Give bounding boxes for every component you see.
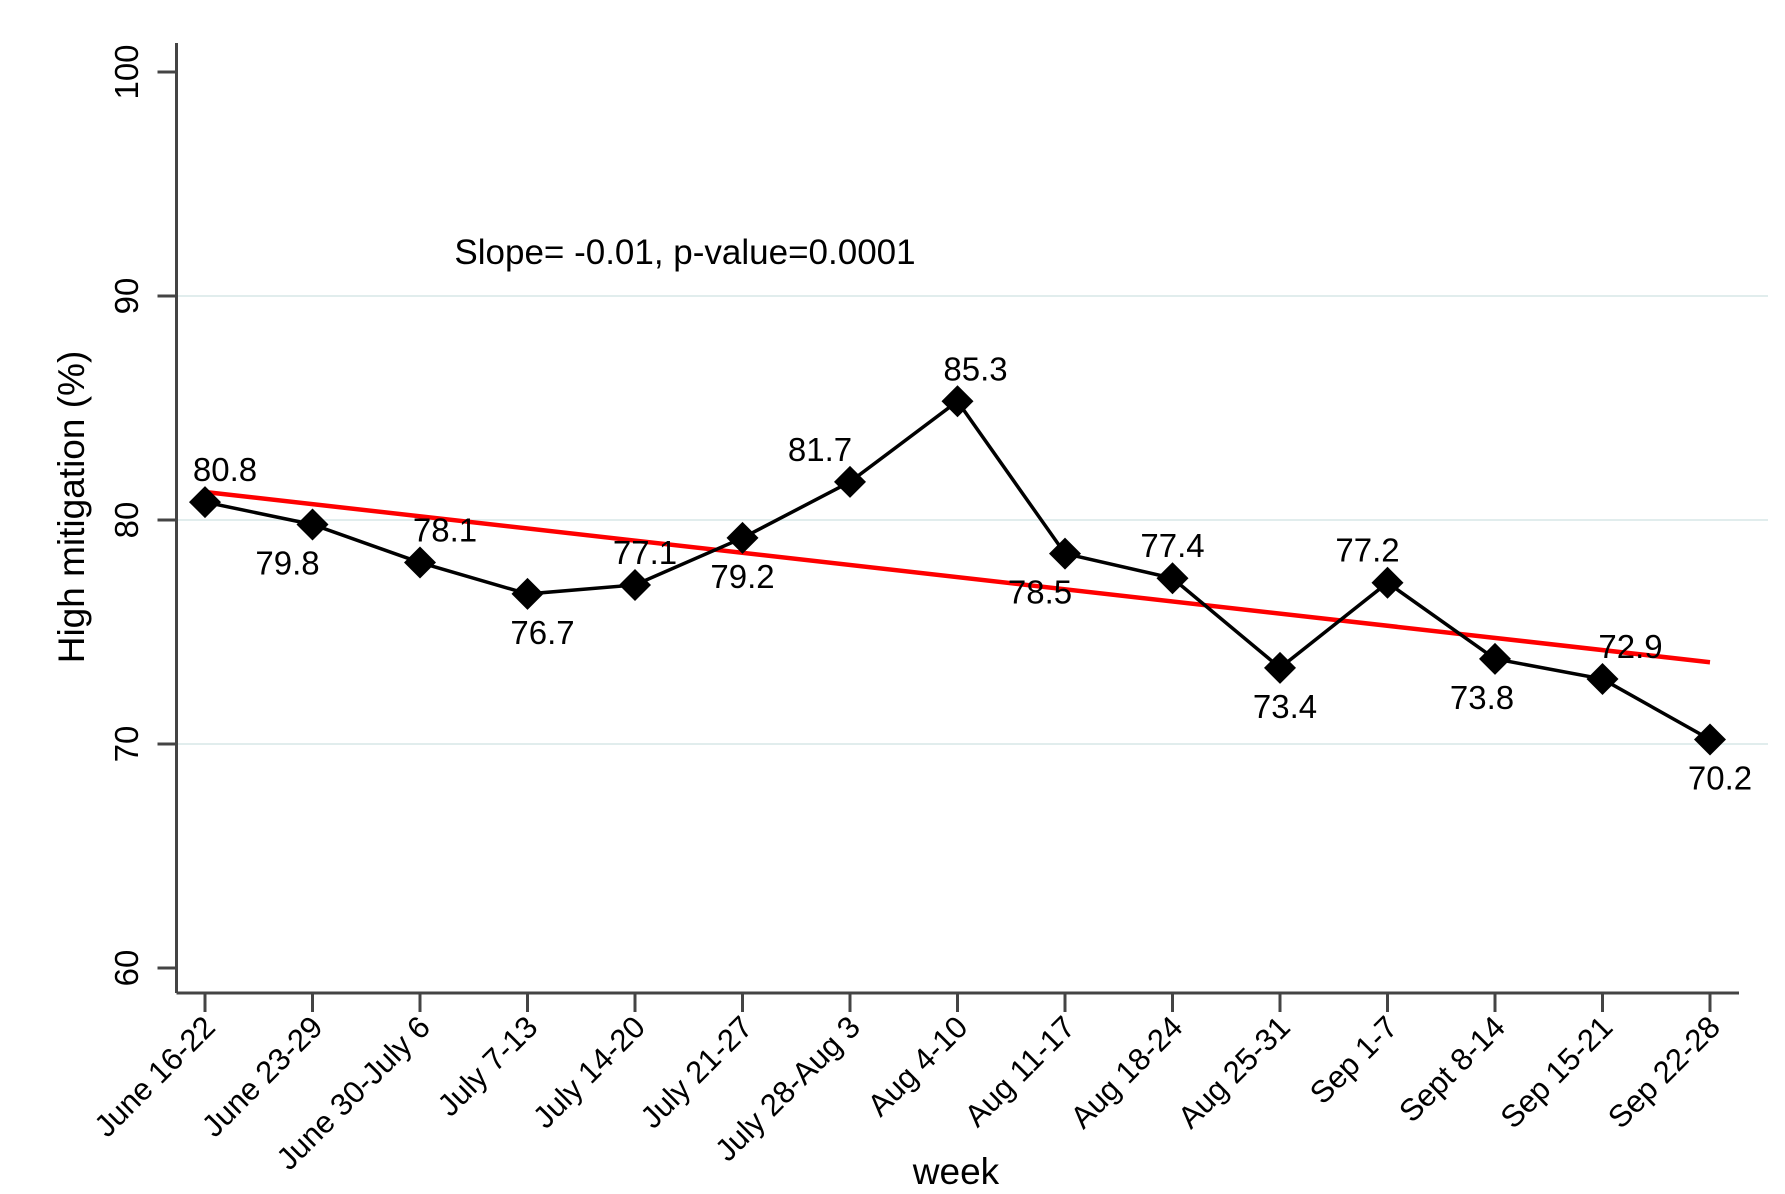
- data-point-label: 76.7: [510, 614, 574, 651]
- data-point-label: 79.8: [255, 544, 319, 581]
- data-point-marker: [1371, 566, 1404, 599]
- data-point-label: 79.2: [710, 558, 774, 595]
- y-tick-label: 70: [108, 726, 145, 763]
- data-point-label: 70.2: [1688, 760, 1752, 797]
- data-point-marker: [1156, 562, 1189, 595]
- y-axis-title: High mitigation (%): [51, 350, 92, 664]
- y-tick-label: 60: [108, 950, 145, 987]
- data-point-marker: [726, 521, 759, 554]
- x-axis-title: week: [912, 1151, 1000, 1192]
- slope-annotation: Slope= -0.01, p-value=0.0001: [454, 233, 916, 272]
- data-point-label: 73.4: [1253, 688, 1317, 725]
- data-point-marker: [1586, 663, 1619, 696]
- y-tick-label: 90: [108, 278, 145, 315]
- data-point-marker: [189, 486, 221, 519]
- x-tick-label: Aug 11-17: [958, 1009, 1082, 1133]
- data-point-marker: [511, 577, 544, 610]
- data-point-label: 73.8: [1450, 679, 1514, 716]
- y-tick-label: 100: [108, 44, 145, 99]
- data-point-label: 72.9: [1598, 628, 1662, 665]
- data-point-marker: [1264, 651, 1296, 684]
- data-point-marker: [296, 508, 329, 541]
- data-point-label: 81.7: [788, 431, 852, 468]
- data-point-label: 77.2: [1335, 532, 1399, 569]
- data-point-label: 78.1: [413, 512, 477, 549]
- data-point-label: 85.3: [943, 350, 1007, 387]
- data-point-marker: [404, 546, 436, 579]
- x-tick-label: Sep 15-21: [1494, 1009, 1620, 1135]
- data-point-marker: [834, 465, 866, 498]
- x-tick-label: Aug 4-10: [861, 1009, 975, 1123]
- x-tick-label: Aug 18-24: [1064, 1009, 1190, 1135]
- x-tick-label: July 14-20: [526, 1009, 652, 1135]
- data-point-label: 80.8: [193, 451, 257, 488]
- x-tick-label: Sep 1-7: [1303, 1009, 1405, 1111]
- x-tick-label: Sep 22-28: [1601, 1009, 1727, 1135]
- data-point-marker: [941, 385, 974, 418]
- data-point-marker: [619, 568, 651, 601]
- data-point-label: 78.5: [1008, 574, 1072, 611]
- data-point-marker: [1694, 723, 1726, 756]
- x-tick-label: Aug 25-31: [1171, 1009, 1297, 1135]
- y-tick-label: 80: [108, 502, 145, 539]
- data-point-marker: [1479, 642, 1511, 675]
- data-point-label: 77.4: [1140, 527, 1204, 564]
- x-tick-label: July 7-13: [431, 1009, 545, 1123]
- data-point-marker: [1049, 537, 1081, 570]
- data-point-label: 77.1: [613, 534, 677, 571]
